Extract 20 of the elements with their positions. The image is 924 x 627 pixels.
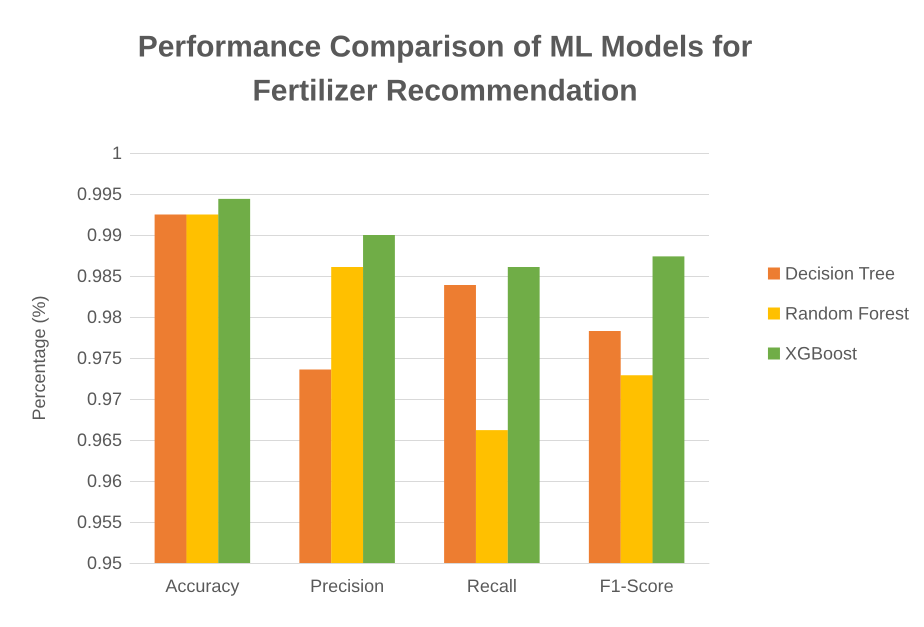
y-axis-title: Percentage (%) [29, 295, 49, 421]
x-tick-label: Accuracy [165, 576, 240, 596]
chart-title: Performance Comparison of ML Models for Fertilizer Recommendation [138, 30, 753, 108]
x-tick-label: F1-Score [600, 576, 674, 596]
x-tick-label: Recall [466, 576, 517, 596]
y-tick-label: 0.955 [76, 512, 122, 532]
legend-label: Decision Tree [784, 264, 896, 284]
y-tick-label: 0.985 [76, 266, 122, 286]
legend-label: XGBoost [784, 344, 857, 364]
y-tick-label: 0.995 [76, 184, 122, 204]
y-tick-label: 0.96 [86, 471, 122, 491]
y-tick-label: 0.975 [76, 348, 122, 368]
y-tick-label: 0.99 [86, 225, 122, 245]
y-tick-label: 0.95 [86, 553, 122, 573]
y-tick-label: 1 [112, 143, 122, 163]
x-tick-label: Precision [310, 576, 384, 596]
y-tick-label: 0.97 [86, 389, 122, 409]
y-tick-label: 0.965 [76, 430, 122, 450]
y-tick-label: 0.98 [86, 307, 122, 327]
legend-label: Random Forest [784, 304, 910, 324]
